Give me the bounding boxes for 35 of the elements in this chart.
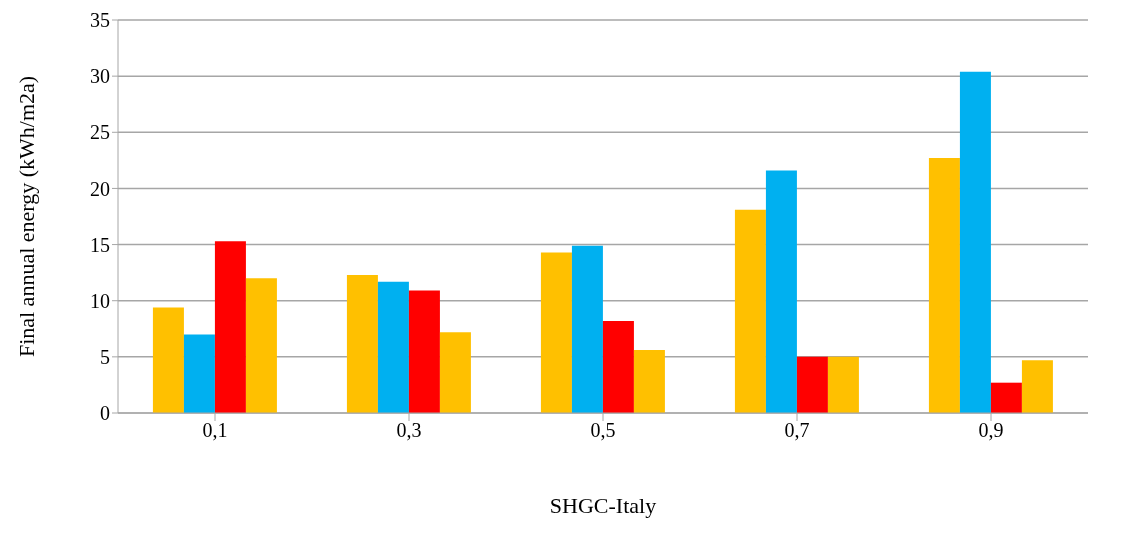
x-tick-label: 0,9 [978,419,1004,442]
bar [408,290,440,413]
x-tick-label: 0,1 [202,419,228,442]
bar [377,281,409,413]
bar [214,241,246,413]
x-tick-label: 0,7 [784,419,810,442]
bar [439,332,471,413]
y-tick-label: 0 [100,402,110,425]
bar [1021,360,1053,413]
y-tick-label: 30 [90,65,110,88]
bar [928,158,960,413]
y-tick-label: 15 [90,233,110,256]
bar [152,307,184,413]
bar [734,209,766,413]
bar [959,71,991,413]
y-tick-label: 20 [90,177,110,200]
x-tick-label: 0,3 [396,419,422,442]
bar [765,170,797,413]
bar [245,278,277,413]
y-tick-label: 5 [100,345,110,368]
y-axis-title: Final annual energy (kWh/m2a) [13,75,39,358]
x-axis-title: SHGC-Italy [549,493,657,518]
y-tick-label: 25 [90,121,110,144]
bar [346,274,378,413]
y-tick-label: 35 [90,9,110,32]
bar [827,356,859,413]
bar [796,356,828,413]
bar [571,245,603,413]
bar [183,334,215,413]
x-tick-label: 0,5 [590,419,616,442]
y-tick-label: 10 [90,289,110,312]
bar [633,350,665,413]
bar [602,320,634,413]
bar [990,382,1022,413]
bar [540,252,572,413]
